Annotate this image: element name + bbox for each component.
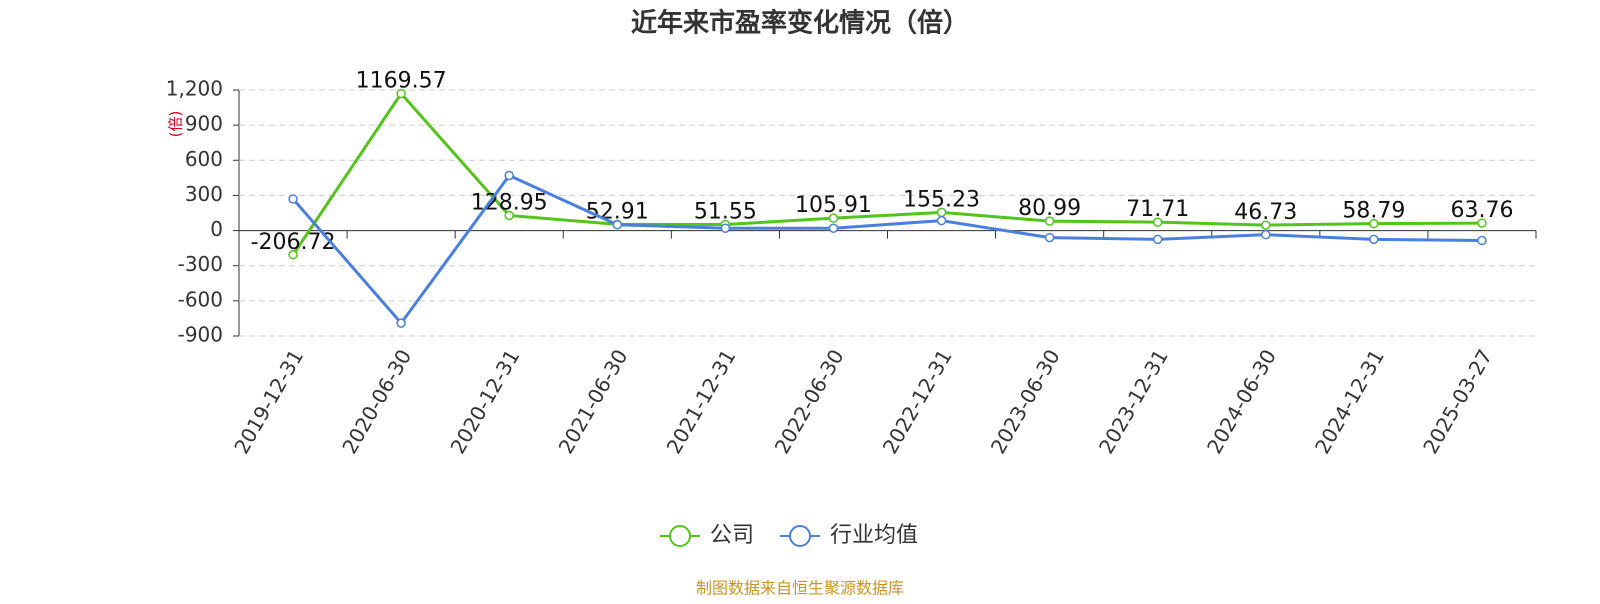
legend-marker — [789, 525, 812, 547]
data-point — [1261, 220, 1271, 230]
x-tick-label: 2023-12-31 — [1094, 345, 1173, 458]
x-tick-label: 2023-06-30 — [986, 345, 1065, 458]
x-tick-label: 2022-12-31 — [878, 345, 957, 458]
y-tick-label: 600 — [185, 147, 223, 171]
data-point — [1261, 229, 1271, 240]
data-label: 58.79 — [1342, 199, 1405, 224]
x-tick-label: 2025-03-27 — [1418, 345, 1497, 458]
y-tick-label: -900 — [178, 323, 223, 347]
x-tick-label: 2020-06-30 — [337, 345, 416, 458]
x-tick-label: 2022-06-30 — [770, 345, 849, 458]
x-tick-label: 2024-12-31 — [1310, 345, 1389, 458]
data-point — [1477, 235, 1487, 246]
data-point — [396, 318, 406, 328]
x-tick-label: 2020-12-31 — [445, 345, 524, 458]
data-point — [504, 210, 514, 221]
data-point — [612, 219, 623, 230]
data-point — [1152, 234, 1163, 245]
data-point — [1477, 218, 1487, 228]
y-tick-label: 300 — [185, 182, 223, 206]
data-point — [396, 88, 406, 99]
y-tick-label: -300 — [178, 252, 223, 276]
data-point — [504, 170, 514, 181]
x-tick-label: 2021-12-31 — [662, 345, 741, 458]
chart-title: 近年来市盈率变化情况（倍） — [631, 8, 969, 39]
series-line — [291, 91, 1482, 256]
data-point — [1152, 217, 1163, 227]
data-point — [1369, 218, 1379, 229]
legend-label: 行业均值 — [830, 523, 918, 548]
data-point — [1044, 216, 1055, 226]
series-line — [291, 173, 1482, 326]
data-point — [288, 250, 298, 260]
data-point — [1044, 232, 1055, 243]
y-tick-label: -600 — [178, 287, 223, 311]
source-note: 制图数据来自恒生聚源数据库 — [696, 579, 904, 598]
y-tick-label: 1,200 — [166, 77, 223, 101]
x-tick-label: 2019-12-31 — [229, 345, 308, 458]
legend-label: 公司 — [710, 523, 754, 548]
data-label: 1169.57 — [356, 69, 447, 94]
x-tick-label: 2021-06-30 — [553, 345, 632, 458]
data-label: 51.55 — [694, 200, 757, 225]
legend-marker — [669, 525, 691, 547]
data-label: 105.91 — [795, 193, 872, 218]
x-tick-label: 2024-06-30 — [1202, 345, 1281, 458]
data-label: 46.73 — [1234, 200, 1297, 225]
data-point — [720, 223, 731, 233]
y-axis-label: (倍) — [167, 111, 185, 138]
data-point — [1369, 234, 1379, 245]
data-point — [288, 194, 298, 204]
y-tick-label: 0 — [210, 217, 223, 241]
y-tick-label: 900 — [185, 112, 223, 136]
data-point — [828, 223, 839, 233]
data-label: 155.23 — [903, 187, 980, 212]
data-label: 71.71 — [1126, 197, 1189, 222]
data-point — [828, 213, 839, 223]
data-label: -206.72 — [251, 230, 336, 255]
data-label: 63.76 — [1450, 198, 1513, 223]
data-label: 80.99 — [1018, 196, 1081, 221]
data-point — [936, 215, 947, 226]
